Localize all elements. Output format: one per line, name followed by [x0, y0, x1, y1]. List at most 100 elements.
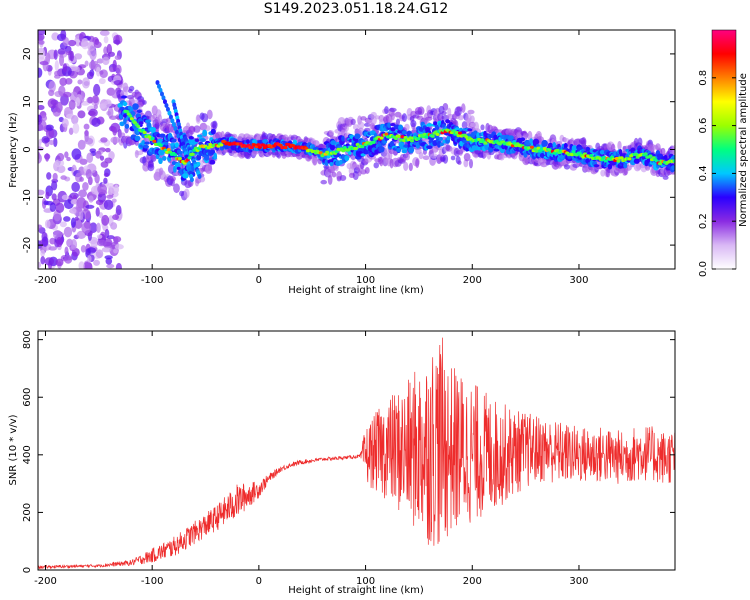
spectrogram-band: [178, 150, 183, 155]
spectrogram-band: [344, 155, 350, 162]
colorbar-label: Normalized spectral amplitude: [738, 73, 749, 227]
spectrogram-noise-blob: [49, 202, 56, 212]
spectrogram-halo: [563, 164, 571, 170]
spectrogram-noise-blob: [71, 148, 82, 160]
spectrogram-halo: [206, 109, 213, 120]
spectrogram-noise-blob: [66, 156, 71, 162]
spectrogram-band: [519, 137, 526, 142]
spectrogram-streak: [173, 125, 178, 131]
spectrogram-ridge-point: [384, 132, 389, 136]
spectrogram-noise-blob: [38, 189, 45, 196]
spectrogram-band: [136, 109, 143, 114]
colorbar-tick-label: 0.8: [698, 70, 709, 86]
spectrogram-ridge-point: [400, 135, 405, 139]
spectrogram-halo: [370, 111, 377, 118]
spectrogram-noise-blob: [55, 101, 63, 113]
snr-marks: [38, 337, 675, 570]
spectrogram-noise-blob: [87, 262, 93, 269]
spectrogram-ridge-point: [581, 155, 586, 159]
spectrogram-band: [426, 145, 433, 150]
spectrogram-halo: [617, 140, 622, 151]
spectrogram-noise-blob: [61, 194, 70, 201]
spectrogram-ridge-point: [128, 114, 133, 118]
spectrogram-band: [341, 135, 345, 142]
spectrogram-band: [158, 157, 163, 165]
spectrogram-band: [426, 123, 433, 127]
spectrogram-halo: [458, 114, 464, 121]
spectrogram-ridge-point: [318, 151, 323, 155]
spectrogram-halo: [463, 152, 471, 162]
spectrogram-band: [347, 150, 352, 156]
spectrogram-noise-blob: [38, 104, 45, 111]
snr-x-ticks: -200 -100 0 100 200 300: [34, 331, 589, 587]
spectrogram-noise-blob: [96, 58, 104, 64]
spectrogram-noise-blob: [101, 214, 110, 226]
spectrogram-ridge-point: [602, 155, 607, 159]
spectrogram-band: [441, 123, 446, 128]
spectrogram-noise-blob: [75, 66, 80, 73]
spectrogram-noise-blob: [93, 259, 100, 266]
spectrogram-band: [398, 124, 404, 131]
spectrogram-noise-blob: [107, 106, 114, 119]
spectrogram-streak: [189, 177, 194, 183]
spectrogram-ridge-point: [483, 141, 488, 145]
spectrogram-noise-blob: [51, 180, 58, 191]
spectrogram-band: [329, 143, 336, 151]
spectrogram-halo: [662, 175, 669, 180]
spectrogram-band: [188, 136, 194, 140]
spectrogram-noise-blob: [38, 142, 42, 147]
spectrogram-noise-blob: [92, 94, 99, 104]
spectrogram-streak: [171, 122, 176, 128]
x-tick-label: -200: [34, 275, 57, 286]
x-tick-label: 100: [356, 576, 375, 587]
spectrogram-ridge-point: [147, 135, 152, 139]
spectrogram-noise-blob: [97, 192, 107, 203]
colorbar-tick-label: 0.0: [698, 261, 709, 277]
spectrogram-ridge-point: [457, 131, 462, 135]
spectrogram-halo: [339, 174, 347, 182]
spectrogram-ridge-point: [643, 152, 648, 156]
spectrogram-noise-blob: [93, 83, 101, 96]
spectrogram-noise-blob: [71, 181, 80, 193]
spectrogram-noise-blob: [70, 208, 77, 214]
spectrogram-ridge-point: [634, 152, 639, 156]
y-tick-label: -10: [22, 189, 33, 205]
spectrogram-noise-blob: [38, 114, 43, 125]
spectrogram-ridge-point: [451, 129, 456, 133]
spectrogram-ridge-point: [603, 159, 608, 163]
spectrogram-noise-blob: [78, 209, 84, 221]
spectrogram-halo: [415, 158, 420, 169]
spectrogram-band: [120, 95, 128, 99]
spectrogram-band: [532, 138, 540, 145]
spectrogram-ridge-point: [614, 156, 619, 161]
spectrogram-band: [197, 134, 203, 138]
spectrogram-noise-blob: [113, 39, 121, 45]
spectrogram-noise-blob: [44, 219, 51, 229]
spectrogram-noise-blob: [83, 123, 90, 130]
spectrogram-band: [438, 136, 444, 141]
spectrogram-band: [209, 149, 216, 155]
spectrogram-ridge-point: [456, 133, 461, 138]
spectrogram-halo: [357, 121, 365, 130]
spectrogram-noise-blob: [38, 261, 42, 269]
spectrogram-band: [593, 164, 600, 168]
y-tick-label: 20: [22, 48, 33, 61]
spectrogram-noise-blob: [75, 96, 81, 107]
spectrogram-noise-blob: [62, 63, 68, 73]
spectrogram-ridge-point: [627, 157, 632, 161]
spectrogram-noise-blob: [38, 224, 43, 230]
spectrogram-band: [262, 139, 269, 144]
spectrogram-noise-blob: [74, 53, 83, 60]
spectrogram-noise-blob: [60, 175, 67, 180]
spectrogram-band: [329, 161, 334, 167]
spectrogram-streak: [156, 83, 161, 89]
spectrogram-ridge-point: [619, 156, 624, 160]
colorbar: 0.0 0.2 0.4 0.6 0.8 Normalized spectral ampl…: [698, 29, 749, 277]
spectrogram-band: [360, 153, 366, 157]
spectrogram-noise-blob: [110, 136, 120, 144]
spectrogram-noise-blob: [87, 255, 92, 263]
spectrogram-halo: [195, 114, 201, 124]
spectrogram-noise-blob: [49, 139, 54, 146]
spectrogram-noise-blob: [38, 67, 43, 78]
spectrogram-noise-blob: [86, 71, 94, 80]
